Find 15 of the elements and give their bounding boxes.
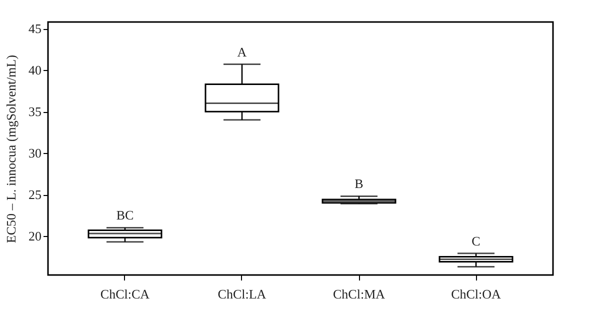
y-tick-label: 40 xyxy=(28,62,42,78)
x-tick-label: ChCl:LA xyxy=(218,286,267,302)
x-tick-label: ChCl:CA xyxy=(100,286,150,302)
y-tick-label: 25 xyxy=(28,187,42,202)
y-tick-label: 45 xyxy=(28,21,42,36)
annotation: BC xyxy=(116,208,134,223)
y-axis-title: EC50 – L. innocua (mgSolvent/mL) xyxy=(4,54,18,244)
y-tick-label: 35 xyxy=(28,104,42,120)
y-tick-label: 20 xyxy=(28,228,42,244)
annotation: A xyxy=(237,44,248,60)
annotation: B xyxy=(354,176,364,192)
x-tick-label: ChCl:MA xyxy=(332,286,386,302)
x-tick-label: ChCl:OA xyxy=(451,286,502,302)
annotation: C xyxy=(472,233,480,248)
y-tick-label: 30 xyxy=(28,146,42,161)
